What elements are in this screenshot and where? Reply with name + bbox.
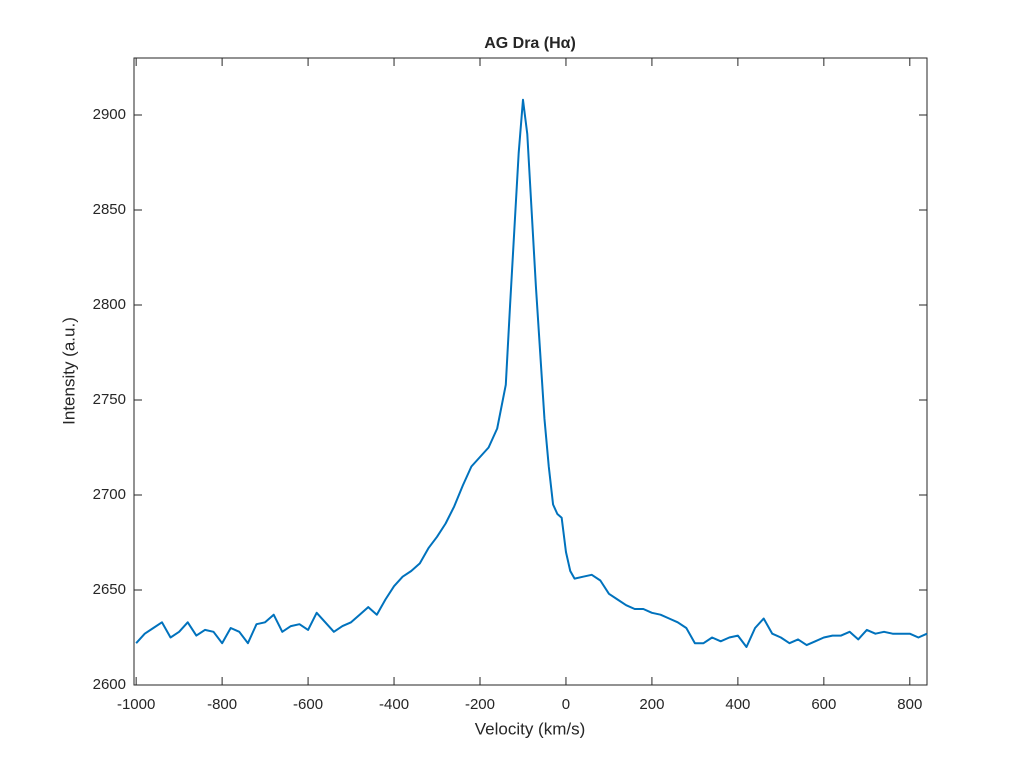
y-tick-label: 2800 [93, 296, 126, 313]
x-tick-label: 600 [811, 696, 836, 713]
x-tick-label: 200 [639, 696, 664, 713]
x-tick-label: -1000 [117, 696, 155, 713]
y-tick-label: 2650 [93, 581, 126, 598]
chart-title: AG Dra (Hα) [484, 35, 576, 52]
y-tick-label: 2750 [93, 391, 126, 408]
plot-frame [133, 57, 928, 686]
x-axis-label: Velocity (km/s) [475, 719, 586, 738]
x-tick-label: 400 [725, 696, 750, 713]
x-tick-label: 0 [562, 696, 570, 713]
x-tick-label: -800 [207, 696, 237, 713]
y-axis-label: Intensity (a.u.) [59, 317, 78, 425]
x-tick-label: 800 [897, 696, 922, 713]
x-tick-label: -400 [379, 696, 409, 713]
x-tick-label: -200 [465, 696, 495, 713]
line-series [135, 98, 928, 648]
y-tick-label: 2700 [93, 486, 126, 503]
y-tick-label: 2600 [93, 676, 126, 693]
x-tick-label: -600 [293, 696, 323, 713]
y-tick-label: 2900 [93, 106, 126, 123]
y-tick-label: 2850 [93, 201, 126, 218]
